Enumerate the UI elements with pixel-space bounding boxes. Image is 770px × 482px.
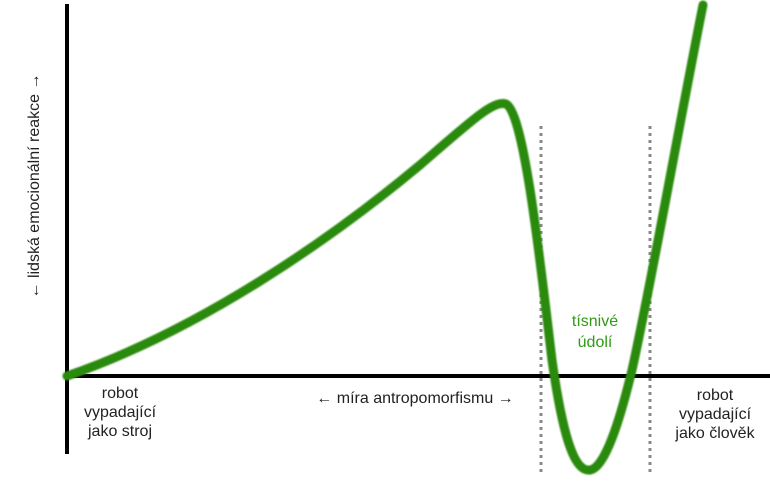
left-label-line: vypadající <box>83 404 157 421</box>
y-axis-label: ← lidská emocionální reakce → <box>26 73 43 299</box>
left-label: robot vypadající jako stroj <box>70 384 170 441</box>
left-label-line: robot <box>101 385 139 402</box>
valley-label-line: údolí <box>577 334 613 351</box>
valley-label-line: tísnivé <box>571 313 619 330</box>
right-label-line: robot <box>696 387 734 404</box>
response-curve <box>62 0 708 475</box>
right-label-line: jako člověk <box>675 425 755 442</box>
right-label: robot vypadající jako člověk <box>660 386 770 443</box>
right-label-line: vypadající <box>678 406 752 423</box>
left-label-line: jako stroj <box>87 423 153 440</box>
valley-label: tísnivé údolí <box>555 311 635 353</box>
x-axis-label: ← míra antropomorfismu → <box>316 390 514 407</box>
